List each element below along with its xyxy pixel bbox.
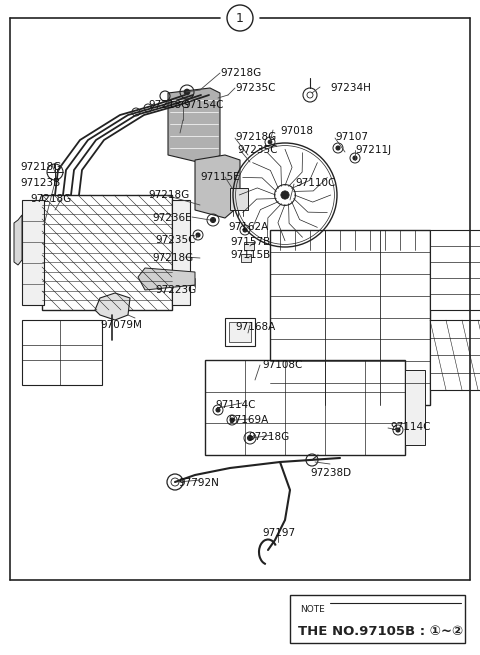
Bar	[205, 360, 405, 455]
Text: 97154C: 97154C	[183, 100, 224, 110]
Bar	[430, 230, 480, 310]
Text: 97211J: 97211J	[355, 145, 391, 155]
Bar	[241, 254, 251, 262]
Text: 97218G: 97218G	[148, 100, 189, 110]
Text: 97218G: 97218G	[148, 190, 189, 200]
Text: 97218G: 97218G	[235, 132, 276, 142]
Circle shape	[216, 408, 220, 412]
Text: 97107: 97107	[335, 132, 368, 142]
Text: 97234H: 97234H	[330, 83, 371, 93]
Text: 97123B: 97123B	[20, 178, 60, 188]
Polygon shape	[95, 293, 130, 320]
Bar	[230, 188, 248, 210]
Circle shape	[353, 156, 357, 160]
Text: 97110C: 97110C	[295, 178, 336, 188]
Bar	[405, 370, 425, 445]
Bar	[244, 242, 254, 250]
Text: 97169A: 97169A	[228, 415, 268, 425]
Text: 97218G: 97218G	[20, 162, 61, 172]
Bar	[270, 230, 430, 405]
Text: 1: 1	[236, 12, 244, 24]
Bar	[42, 195, 172, 310]
Bar	[172, 200, 190, 305]
Text: 97115B: 97115B	[230, 250, 270, 260]
Text: 97168A: 97168A	[235, 322, 275, 332]
Text: 97115E: 97115E	[200, 172, 240, 182]
Circle shape	[230, 418, 234, 422]
Circle shape	[196, 233, 200, 237]
Text: 97238D: 97238D	[310, 468, 351, 478]
Circle shape	[281, 191, 289, 199]
Text: 97157B: 97157B	[230, 237, 270, 247]
Bar	[225, 318, 255, 346]
Text: 97218G: 97218G	[248, 432, 289, 442]
Polygon shape	[14, 215, 22, 265]
Bar	[22, 320, 102, 385]
Circle shape	[268, 140, 272, 144]
Text: NOTE: NOTE	[300, 605, 325, 614]
Polygon shape	[168, 88, 220, 165]
Circle shape	[211, 217, 216, 223]
Text: 97114C: 97114C	[215, 400, 255, 410]
Circle shape	[184, 89, 190, 95]
Bar	[229, 322, 251, 342]
Text: 97114C: 97114C	[390, 422, 431, 432]
Text: 97018: 97018	[280, 126, 313, 136]
Circle shape	[243, 228, 247, 232]
Text: 97197: 97197	[262, 528, 295, 538]
Circle shape	[248, 436, 252, 441]
Text: 97235C: 97235C	[237, 145, 277, 155]
Text: 97223G: 97223G	[155, 285, 196, 295]
Polygon shape	[138, 268, 195, 290]
Text: 97235C: 97235C	[155, 235, 195, 245]
Text: 97162A: 97162A	[228, 222, 268, 232]
Text: 97792N: 97792N	[178, 478, 219, 488]
Text: 97079M: 97079M	[100, 320, 142, 330]
Text: 97218G: 97218G	[220, 68, 261, 78]
Bar	[290, 595, 465, 643]
Text: 97218G: 97218G	[30, 194, 71, 204]
Circle shape	[336, 146, 340, 150]
Polygon shape	[195, 155, 240, 218]
Text: 97235C: 97235C	[235, 83, 276, 93]
Text: THE NO.97105B : ①~②: THE NO.97105B : ①~②	[298, 625, 463, 638]
Text: 97236E: 97236E	[152, 213, 192, 223]
Text: 97108C: 97108C	[262, 360, 302, 370]
Bar	[430, 320, 480, 390]
Circle shape	[396, 428, 400, 432]
Text: 97218G: 97218G	[152, 253, 193, 263]
Bar	[22, 200, 44, 305]
